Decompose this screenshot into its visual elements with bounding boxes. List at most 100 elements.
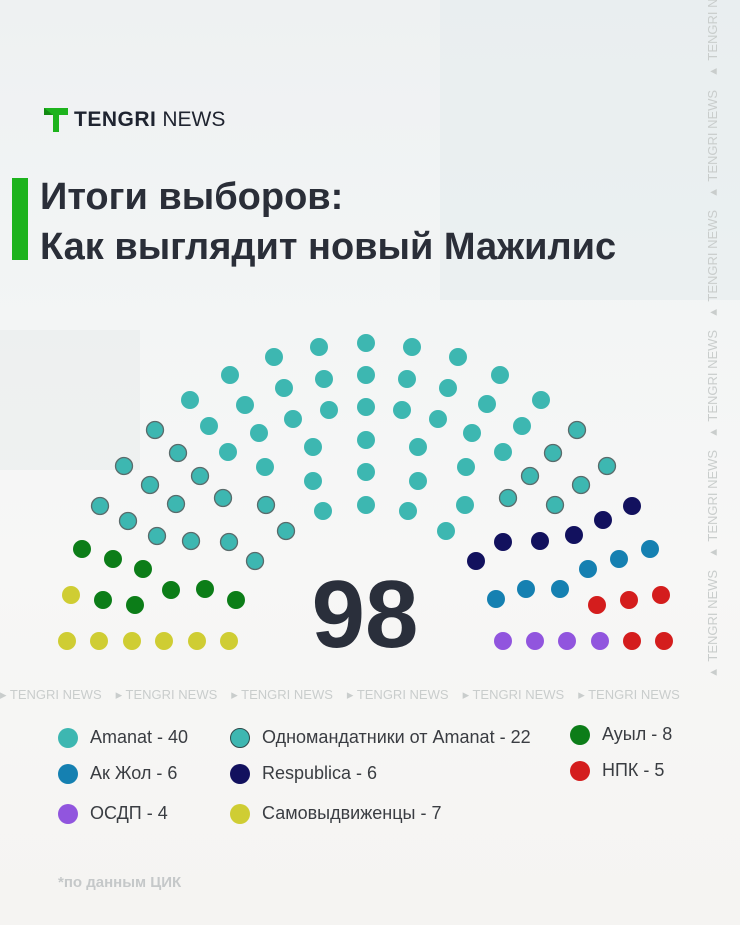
seat-2: [227, 591, 245, 609]
seat-0: [250, 424, 268, 442]
seat-0: [463, 424, 481, 442]
seat-0: [357, 398, 375, 416]
logo-text-bold: TENGRI: [74, 108, 157, 131]
legend-item: НПК - 5: [570, 760, 664, 781]
legend-label: Ауыл - 8: [602, 724, 673, 744]
seat-0: [409, 438, 427, 456]
seat-5: [655, 632, 673, 650]
seat-6: [494, 632, 512, 650]
seat-4: [565, 526, 583, 544]
legend-swatch: [230, 803, 250, 824]
legend-item: ОСДП - 4: [58, 803, 168, 824]
legend-label: Ак Жол - 6: [90, 763, 178, 783]
seat-1: [245, 551, 265, 571]
watermark-text: ▸ TENGRI NEWS: [115, 687, 218, 702]
seat-0: [236, 396, 254, 414]
seat-1: [276, 521, 296, 541]
seat-0: [221, 366, 239, 384]
seat-0: [181, 391, 199, 409]
legend-item: Amanat - 40: [58, 727, 188, 748]
legend-label: Respublica - 6: [262, 763, 378, 783]
seat-1: [545, 495, 565, 515]
seat-1: [543, 443, 563, 463]
legend-swatch: [570, 760, 590, 781]
watermark-text: ▸ TENGRI NEWS: [705, 209, 720, 320]
seat-4: [594, 511, 612, 529]
seat-1: [145, 420, 165, 440]
watermark-text: ▸ TENGRI NEWS: [462, 687, 565, 702]
legend-label: Самовыдвиженцы - 7: [262, 803, 442, 823]
seat-2: [134, 560, 152, 578]
seat-3: [517, 580, 535, 598]
watermark-text: ▸ TENGRI NEWS: [578, 687, 680, 702]
watermark-text: ▸ TENGRI NEWS: [705, 0, 720, 80]
seat-7: [90, 632, 108, 650]
legend-item: Одномандатники от Amanat - 22: [230, 727, 531, 748]
seat-0: [304, 472, 322, 490]
watermark-horizontal: ▸ TENGRI NEWS ▸ TENGRI NEWS ▸ TENGRI NEWS ▸…: [0, 687, 740, 703]
seat-0: [256, 458, 274, 476]
seat-3: [487, 590, 505, 608]
source-note: *по данным ЦИК: [58, 874, 182, 891]
seat-0: [200, 417, 218, 435]
seat-7: [220, 632, 238, 650]
seat-4: [467, 552, 485, 570]
seat-0: [310, 338, 328, 356]
watermark-text: ▸ TENGRI NEWS: [0, 687, 102, 702]
seat-1: [118, 511, 138, 531]
seat-0: [456, 496, 474, 514]
seat-0: [315, 370, 333, 388]
legend-label: Одномандатники от Amanat - 22: [262, 727, 531, 747]
legend-item: Ауыл - 8: [570, 724, 672, 745]
seat-1: [520, 466, 540, 486]
seat-0: [284, 410, 302, 428]
seat-0: [478, 395, 496, 413]
total-seats: 98: [311, 561, 419, 668]
seat-4: [531, 532, 549, 550]
seat-2: [126, 596, 144, 614]
seat-6: [591, 632, 609, 650]
seat-2: [162, 581, 180, 599]
seat-1: [168, 443, 188, 463]
tengri-news-logo: TENGRI NEWS: [44, 108, 225, 132]
legend-label: Amanat - 40: [90, 727, 189, 747]
seat-1: [181, 531, 201, 551]
seat-0: [398, 370, 416, 388]
tengri-logo-icon: [44, 108, 68, 132]
title-line-2: Как выглядит новый Мажилис: [40, 226, 617, 268]
background-blur: [0, 330, 140, 470]
seat-1: [114, 456, 134, 476]
legend-swatch: [570, 724, 590, 745]
watermark-text: ▸ TENGRI NEWS: [705, 89, 720, 200]
legend-label: НПК - 5: [602, 760, 665, 780]
seat-0: [357, 463, 375, 481]
seat-0: [393, 401, 411, 419]
seat-0: [532, 391, 550, 409]
legend-swatch: [230, 763, 250, 784]
seat-0: [437, 522, 455, 540]
legend-swatch: [58, 803, 78, 824]
seat-2: [73, 540, 91, 558]
seat-0: [275, 379, 293, 397]
title-line-1: Итоги выборов:: [40, 176, 344, 218]
seat-0: [399, 502, 417, 520]
watermark-text: ▸ TENGRI NEWS: [231, 687, 333, 702]
seat-4: [623, 497, 641, 515]
seat-6: [558, 632, 576, 650]
seat-0: [357, 366, 375, 384]
legend-swatch: [58, 727, 78, 748]
seat-7: [188, 632, 206, 650]
seat-0: [457, 458, 475, 476]
seat-1: [147, 526, 167, 546]
seat-0: [357, 334, 375, 352]
seat-0: [429, 410, 447, 428]
seat-7: [155, 632, 173, 650]
seat-5: [623, 632, 641, 650]
seat-0: [265, 348, 283, 366]
legend-item: Respublica - 6: [230, 763, 377, 784]
seat-1: [498, 488, 518, 508]
seat-7: [123, 632, 141, 650]
seat-1: [213, 488, 233, 508]
legend-swatch: [58, 763, 78, 784]
seat-5: [620, 591, 638, 609]
